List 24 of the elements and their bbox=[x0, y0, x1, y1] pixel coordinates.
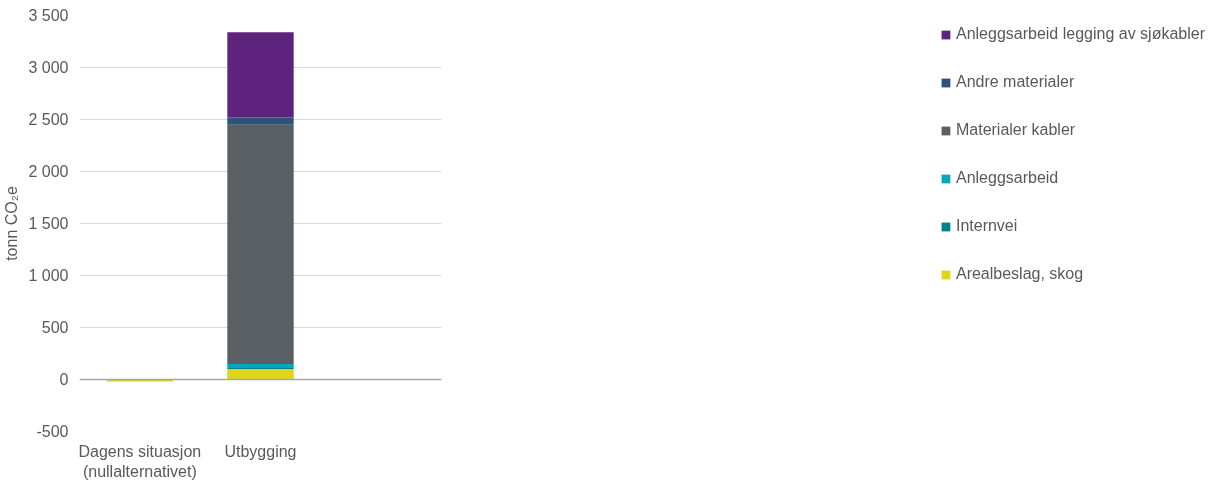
legend-label: Arealbeslag, skog bbox=[955, 265, 1084, 283]
legend-label: Andre materialer bbox=[955, 73, 1075, 91]
x-tick-label: Dagens situasjon (nullalternativet) bbox=[78, 442, 202, 480]
y-tick-label: 1 000 bbox=[28, 267, 69, 284]
x-tick-label: Utbygging bbox=[224, 442, 297, 460]
y-tick-label: 3 500 bbox=[28, 7, 69, 24]
y-tick-label: -500 bbox=[36, 423, 69, 440]
y-tick-label: 500 bbox=[41, 319, 69, 336]
y-tick-label: 0 bbox=[59, 371, 69, 388]
bar bbox=[227, 32, 294, 118]
y-axis-title: tonn CO₂e bbox=[3, 186, 21, 261]
y-tick-label: 1 500 bbox=[28, 215, 69, 232]
y-tick-label: 2 500 bbox=[28, 111, 69, 128]
bar bbox=[106, 379, 174, 382]
bar bbox=[227, 369, 294, 380]
bar bbox=[227, 363, 294, 369]
legend-label: Anleggsarbeid legging av sjøkabler bbox=[955, 25, 1205, 43]
legend-label: Materialer kabler bbox=[955, 121, 1076, 139]
legend-label: Internvei bbox=[955, 217, 1018, 235]
bar bbox=[227, 117, 294, 125]
y-tick-label: 3 000 bbox=[28, 59, 69, 76]
legend-label: Anleggsarbeid bbox=[955, 169, 1059, 187]
bar bbox=[227, 124, 294, 364]
y-tick-label: 2 000 bbox=[28, 163, 69, 180]
